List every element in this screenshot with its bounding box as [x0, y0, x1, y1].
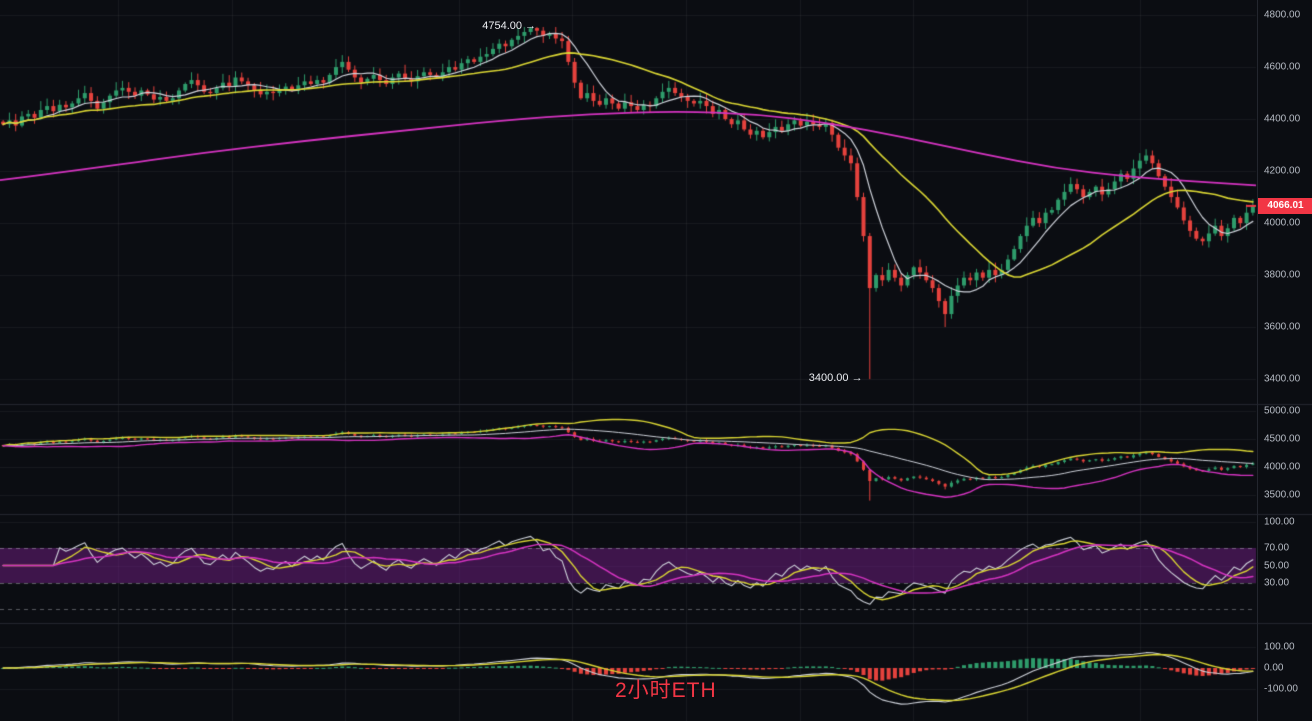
price-scale-label: 4000.00: [1264, 217, 1301, 229]
macd-scale-label: -100.00: [1264, 683, 1298, 695]
price-scale-axis[interactable]: 4800.00 4600.00 4400.00 4200.00 4000.00 …: [1257, 0, 1312, 721]
price-scale-label: 3800.00: [1264, 269, 1301, 281]
rsi-scale-label: 100.00: [1264, 516, 1295, 528]
overview-scale-label: 4500.00: [1264, 433, 1301, 445]
last-price-badge: 4066.01: [1258, 197, 1312, 214]
overview-scale-label: 4000.00: [1264, 461, 1301, 473]
price-scale-label: 4200.00: [1264, 165, 1301, 177]
price-scale-label: 3600.00: [1264, 321, 1301, 333]
chart-watermark-label: 2小时ETH: [615, 679, 717, 702]
overview-scale-label: 3500.00: [1264, 489, 1301, 501]
price-scale-label: 3400.00: [1264, 373, 1301, 385]
macd-scale-label: 0.00: [1264, 662, 1284, 674]
price-scale-label: 4400.00: [1264, 113, 1301, 125]
rsi-scale-label: 70.00: [1264, 542, 1290, 554]
price-scale-label: 4600.00: [1264, 61, 1301, 73]
price-scale-label: 4800.00: [1264, 9, 1301, 21]
rsi-scale-label: 50.00: [1264, 560, 1290, 571]
macd-scale-label: 100.00: [1264, 641, 1295, 653]
rsi-scale-label: 30.00: [1264, 577, 1290, 589]
price-annotation-high: 4754.00 →: [482, 20, 537, 33]
price-annotation-low: 3400.00 →: [808, 372, 863, 385]
overview-scale-label: 5000.00: [1264, 405, 1301, 417]
